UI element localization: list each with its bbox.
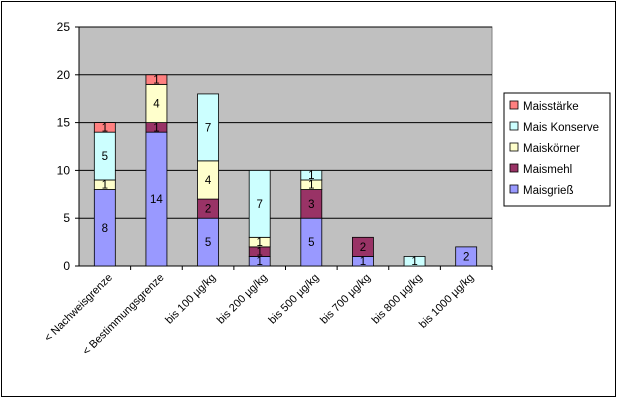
y-tick-label: 10	[57, 163, 71, 177]
data-label: 14	[150, 194, 163, 206]
legend-label: Mais Konserve	[523, 122, 599, 134]
bar-segment	[455, 246, 478, 267]
data-label: 1	[360, 256, 366, 268]
legend-label: Maiskörner	[523, 143, 580, 155]
data-label: 4	[153, 98, 160, 110]
x-tick-label: bis 500 µg/kg	[267, 272, 322, 327]
data-label: 5	[308, 237, 314, 249]
data-label: 7	[205, 122, 211, 134]
data-label: 1	[153, 122, 159, 134]
legend-swatch	[509, 142, 519, 152]
data-label: 2	[463, 251, 469, 263]
data-label: 5	[102, 151, 108, 163]
x-tick-label: bis 1000 µg/kg	[417, 272, 476, 331]
bar-segment	[300, 169, 323, 181]
y-tick-label: 0	[63, 259, 70, 273]
y-tick-label: 20	[57, 68, 71, 82]
x-tick-label: bis 700 µg/kg	[318, 272, 373, 327]
data-label: 5	[205, 237, 211, 249]
legend-label: Maisgrieß	[523, 185, 573, 197]
bar-segment	[352, 236, 374, 257]
y-tick-label: 5	[63, 211, 70, 225]
legend-swatch	[509, 184, 519, 194]
legend-swatch	[509, 121, 519, 131]
y-tick-label: 25	[57, 20, 71, 34]
data-label: 1	[308, 170, 314, 182]
bar-segment	[197, 93, 219, 162]
data-label: 8	[102, 223, 108, 235]
data-label: 1	[102, 122, 108, 134]
data-label: 1	[411, 256, 417, 268]
data-label: 2	[360, 242, 366, 254]
legend-swatch	[509, 163, 519, 173]
legend	[503, 92, 611, 207]
y-tick-label: 15	[57, 116, 71, 130]
legend-label: Maismehl	[523, 164, 572, 176]
data-label: 3	[308, 199, 314, 211]
data-label: 1	[256, 237, 262, 249]
plot-area	[78, 26, 493, 267]
data-label: 1	[256, 256, 262, 268]
legend-label: Maisstärke	[523, 101, 579, 113]
bar-segment	[403, 256, 426, 267]
data-label: 1	[102, 180, 108, 192]
bar-segment	[93, 122, 116, 133]
x-tick-label: bis 800 µg/kg	[370, 272, 425, 327]
data-label: 7	[256, 199, 262, 211]
data-label: 1	[308, 180, 314, 192]
bar-segment	[145, 74, 168, 85]
data-label: 1	[153, 75, 159, 87]
data-label: 2	[205, 204, 211, 216]
bar-segment	[248, 169, 271, 238]
legend-swatch	[509, 100, 519, 110]
x-tick-label: bis 200 µg/kg	[215, 272, 270, 327]
data-label: 1	[256, 247, 262, 259]
x-tick-label: bis 100 µg/kg	[163, 272, 218, 327]
data-label: 4	[205, 175, 212, 187]
